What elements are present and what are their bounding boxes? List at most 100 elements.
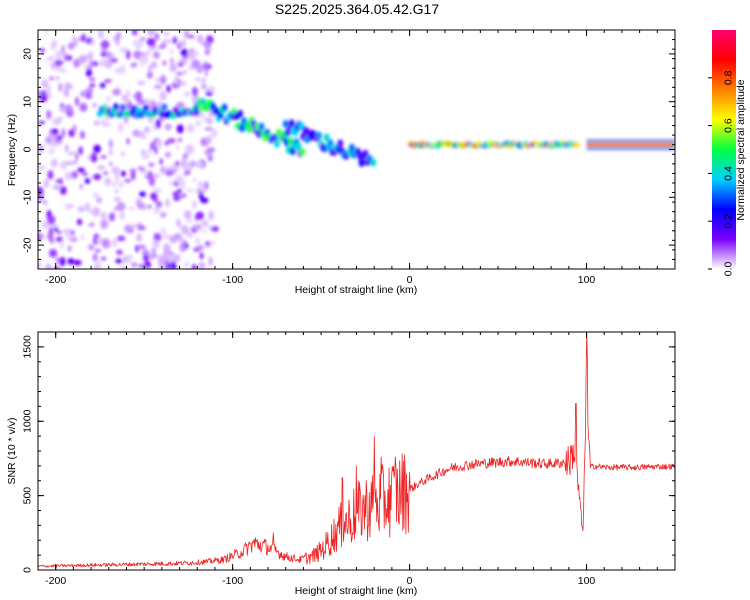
heatmap-cell [182, 70, 187, 75]
heatmap-cell [191, 59, 200, 69]
heatmap-cell [117, 123, 124, 133]
heatmap-cell [44, 31, 50, 36]
heatmap-cell [136, 233, 143, 242]
heatmap-cell [155, 200, 163, 208]
heatmap-cell [56, 230, 62, 235]
heatmap-cell [131, 262, 138, 268]
heatmap-cell [162, 39, 168, 45]
heatmap-cell [120, 170, 126, 177]
heatmap-cell [102, 171, 109, 175]
heatmap-cell [90, 154, 98, 163]
heatmap-cell [160, 211, 167, 218]
heatmap-cell [119, 211, 125, 220]
heatmap-cell [274, 139, 281, 148]
heatmap-cell [131, 105, 138, 113]
heatmap-cell [177, 137, 183, 143]
heatmap-cell [185, 144, 195, 155]
heatmap-cell [58, 178, 63, 185]
heatmap-cell [196, 245, 205, 251]
heatmap-cell [130, 170, 136, 181]
heatmap-cell [104, 58, 113, 69]
heatmap-cell [69, 237, 78, 242]
heatmap-cell [67, 258, 75, 265]
heatmap-cell [116, 249, 123, 255]
heatmap-cell [64, 171, 72, 181]
heatmap-cell [72, 35, 77, 43]
heatmap-cell [64, 144, 69, 153]
heatmap-cell [183, 152, 188, 160]
heatmap-cell [337, 139, 344, 148]
heatmap-cell [141, 153, 151, 160]
heatmap-cell [169, 48, 174, 55]
heatmap-cell [49, 76, 54, 81]
heatmap-cell [159, 110, 166, 118]
heatmap-cell [126, 137, 130, 145]
heatmap-cell [151, 248, 156, 253]
heatmap-cell [115, 172, 119, 183]
heatmap-cell [50, 158, 58, 168]
heatmap-cell [100, 155, 107, 159]
snr-y-tick-label: 0 [22, 567, 34, 573]
heatmap-cell [115, 36, 120, 47]
heatmap-cell [323, 133, 330, 142]
heatmap-cell [136, 99, 146, 105]
heatmap-cell [51, 128, 59, 135]
heatmap-cell [172, 36, 177, 45]
heatmap-cell [93, 120, 101, 126]
heatmap-cell [370, 158, 377, 167]
heatmap-cell [146, 126, 151, 134]
colorbar-ticks: 0.0 0.2 0.4 0.6 0.8 [708, 70, 735, 276]
heatmap-cell [160, 227, 166, 235]
spectrogram-y-tick-label: 0 [22, 146, 34, 152]
heatmap-cell [176, 72, 183, 76]
heatmap-cell [159, 90, 167, 101]
heatmap-cell [85, 92, 92, 100]
heatmap-cell [204, 181, 209, 190]
heatmap-cell [101, 256, 107, 261]
heatmap-cell [177, 62, 184, 67]
colorbar-tick-label: 0.0 [723, 262, 735, 277]
heatmap-cell [73, 58, 81, 68]
spectrogram-x-tick-label: -200 [45, 274, 66, 286]
heatmap-cell [148, 162, 155, 167]
heatmap-cell [48, 227, 54, 235]
heatmap-cell [315, 131, 322, 140]
heatmap-cell [47, 170, 54, 180]
heatmap-cell [184, 91, 190, 97]
spectrogram-y-axis-label: Frequency (Hz) [6, 114, 18, 186]
heatmap-cell [237, 109, 244, 118]
heatmap-cell [91, 61, 99, 67]
heatmap-cell [112, 237, 118, 247]
heatmap-cell [77, 206, 86, 213]
heatmap-cell [136, 202, 146, 210]
heatmap-cell [173, 75, 179, 86]
heatmap-cell [201, 229, 208, 234]
heatmap-cell [103, 211, 107, 221]
heatmap-cell [59, 186, 67, 195]
heatmap-cell [97, 165, 106, 171]
heatmap-cell [61, 44, 65, 55]
heatmap-cell [94, 248, 102, 253]
heatmap-cell [295, 142, 302, 151]
heatmap-cell [164, 123, 172, 131]
snr-x-tick-label: 100 [578, 575, 596, 587]
heatmap-cell [54, 67, 64, 72]
heatmap-cell [59, 106, 65, 112]
heatmap-cell [170, 261, 177, 269]
heatmap-cell [181, 226, 190, 235]
snr-y-tick-label: 500 [22, 487, 34, 505]
heatmap-cell [51, 38, 58, 49]
heatmap-cell [146, 71, 154, 79]
heatmap-cell [48, 148, 55, 155]
heatmap-cell [149, 141, 158, 151]
heatmap-cell [142, 254, 150, 262]
heatmap-cell [118, 181, 124, 188]
heatmap-cell [115, 67, 123, 74]
heatmap-cell [116, 201, 126, 212]
heatmap-cell [80, 130, 85, 140]
snr-y-axis-label: SNR (10 * v/v) [6, 417, 18, 484]
heatmap-cell [100, 211, 105, 220]
heatmap-cell [88, 59, 93, 70]
